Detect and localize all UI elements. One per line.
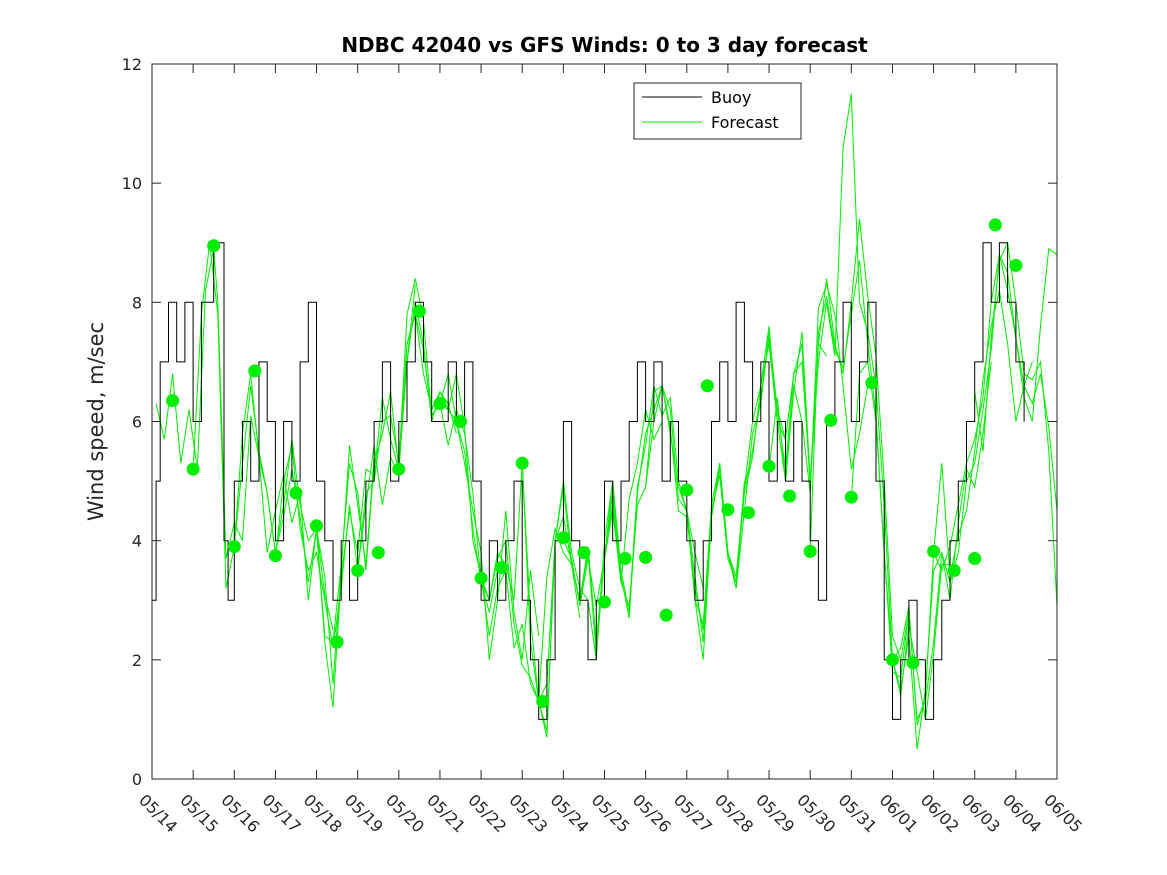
chart-title: NDBC 42040 vs GFS Winds: 0 to 3 day fore…: [341, 33, 868, 57]
forecast-run-18: [892, 254, 1058, 750]
x-tick-label: 06/05: [1040, 790, 1086, 836]
analysis-point-5: [268, 549, 282, 563]
analysis-point-37: [927, 544, 941, 558]
analysis-point-38: [947, 564, 961, 577]
analysis-point-7: [310, 519, 323, 533]
forecast-run-17: [850, 290, 1033, 726]
x-tick-label: 05/14: [135, 790, 181, 836]
x-tick-label: 05/26: [629, 790, 675, 836]
analysis-point-13: [433, 397, 447, 411]
analysis-point-10: [371, 546, 385, 560]
analysis-point-3: [227, 540, 241, 554]
y-tick-label: 6: [132, 413, 142, 432]
analysis-point-31: [803, 544, 817, 558]
x-tick-label: 05/27: [670, 790, 716, 836]
analysis-point-22: [618, 552, 632, 565]
x-tick-label: 06/04: [999, 790, 1045, 836]
forecast-run-9: [521, 385, 704, 704]
forecast-run-16: [809, 260, 992, 722]
y-tick-label: 10: [122, 174, 142, 193]
analysis-point-24: [659, 608, 673, 622]
analysis-point-23: [639, 550, 653, 564]
x-tick-label: 05/31: [834, 790, 880, 836]
analysis-point-1: [186, 462, 200, 476]
x-tick-label: 05/22: [464, 790, 510, 836]
y-axis-label: Wind speed, m/sec: [84, 322, 108, 521]
x-tick-label: 05/20: [382, 790, 428, 836]
analysis-point-33: [844, 490, 858, 504]
forecast-run-20: [974, 241, 1058, 607]
analysis-point-6: [289, 486, 303, 500]
analysis-point-34: [865, 376, 879, 390]
analysis-point-17: [515, 456, 529, 470]
forecast-run-19: [933, 247, 1058, 572]
x-tick-label: 05/18: [300, 790, 346, 836]
x-tick-label: 06/02: [917, 790, 963, 836]
analysis-point-26: [700, 379, 714, 393]
analysis-point-30: [783, 489, 797, 503]
axis-ticks: 02468101205/1405/1505/1605/1705/1805/190…: [122, 55, 1087, 836]
x-tick-label: 05/21: [423, 790, 469, 836]
analysis-point-21: [598, 595, 611, 609]
x-tick-label: 05/15: [176, 790, 222, 836]
analysis-point-19: [556, 531, 570, 545]
forecast-run-4: [316, 278, 498, 708]
analysis-point-11: [392, 462, 406, 476]
analysis-point-40: [988, 218, 1002, 232]
analysis-point-18: [536, 695, 550, 708]
x-tick-label: 05/17: [259, 790, 305, 836]
analysis-point-0: [166, 394, 180, 408]
x-tick-label: 05/25: [588, 790, 634, 836]
x-tick-label: 05/24: [547, 790, 593, 836]
analysis-point-28: [742, 506, 755, 520]
analysis-point-16: [495, 561, 509, 574]
analysis-point-41: [1009, 258, 1023, 272]
analysis-point-25: [680, 483, 694, 497]
legend-forecast-label: Forecast: [711, 113, 779, 132]
y-tick-label: 2: [132, 651, 142, 670]
y-tick-label: 0: [132, 770, 142, 789]
analysis-points: [166, 218, 1023, 708]
analysis-point-29: [762, 459, 776, 473]
x-tick-label: 05/28: [711, 790, 757, 836]
analysis-point-4: [248, 364, 262, 378]
forecast-run-8: [480, 409, 663, 738]
x-tick-label: 06/03: [958, 790, 1004, 836]
analysis-point-9: [351, 564, 365, 577]
y-tick-label: 8: [132, 293, 142, 312]
y-tick-label: 12: [122, 55, 142, 74]
analysis-point-8: [330, 635, 344, 649]
buoy-series: [152, 242, 1025, 720]
analysis-point-27: [721, 503, 735, 517]
analysis-point-14: [454, 415, 467, 428]
x-tick-label: 05/29: [752, 790, 798, 836]
x-tick-label: 06/01: [876, 790, 922, 836]
analysis-point-12: [412, 304, 426, 318]
forecast-run-7: [439, 373, 622, 732]
legend: Buoy Forecast: [633, 82, 802, 140]
analysis-point-39: [968, 552, 982, 565]
analysis-point-32: [824, 413, 838, 427]
x-tick-label: 05/30: [793, 790, 839, 836]
analysis-point-15: [474, 571, 488, 585]
analysis-point-36: [906, 656, 920, 670]
forecast-run-15: [768, 93, 950, 720]
x-tick-label: 05/23: [505, 790, 551, 836]
x-tick-label: 05/16: [217, 790, 263, 836]
analysis-point-2: [207, 239, 221, 253]
buoy-line: [152, 242, 1025, 720]
forecast-run-2: [233, 284, 416, 643]
analysis-point-35: [886, 653, 899, 667]
analysis-point-20: [577, 546, 591, 560]
legend-buoy-label: Buoy: [711, 88, 751, 107]
x-tick-label: 05/19: [341, 790, 387, 836]
y-tick-label: 4: [132, 532, 142, 551]
forecast-run-0: [155, 248, 334, 631]
legend-box: [633, 82, 802, 140]
